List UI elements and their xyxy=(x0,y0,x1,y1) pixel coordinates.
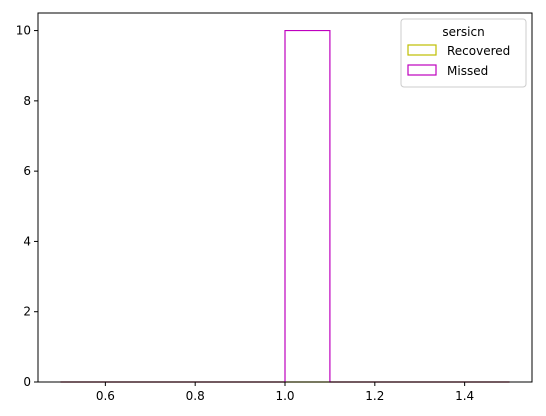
y-tick-label: 2 xyxy=(23,305,31,319)
x-tick-label: 1.0 xyxy=(275,389,294,403)
legend: sersicn Recovered Missed xyxy=(400,18,527,88)
y-tick-label: 6 xyxy=(23,164,31,178)
axes-layer: 0.6 0.8 1.0 1.2 1.4 0 2 4 6 8 10 xyxy=(16,12,533,403)
legend-box xyxy=(400,18,527,88)
x-tick-label: 0.8 xyxy=(186,389,205,403)
legend-swatch-missed xyxy=(407,64,437,76)
y-tick-label: 10 xyxy=(16,24,31,38)
y-tick-label: 8 xyxy=(23,94,31,108)
legend-title: sersicn xyxy=(442,25,484,39)
x-tick-label: 1.2 xyxy=(365,389,384,403)
legend-swatch-recovered xyxy=(407,44,437,56)
y-tick-label: 0 xyxy=(23,375,31,389)
x-tick-label: 0.6 xyxy=(96,389,115,403)
legend-label-recovered: Recovered xyxy=(447,44,510,58)
legend-label-missed: Missed xyxy=(447,64,488,78)
y-tick-label: 4 xyxy=(23,234,31,248)
x-tick-label: 1.4 xyxy=(455,389,474,403)
